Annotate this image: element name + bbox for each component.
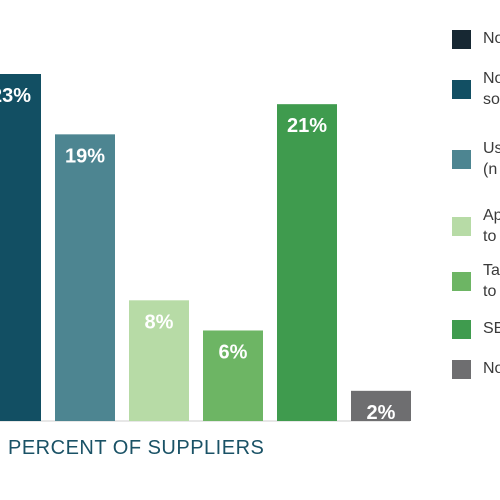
legend-swatch-7 (452, 360, 471, 379)
legend-label-line: (n (483, 161, 498, 178)
legend-label-line: to (483, 283, 497, 300)
legend-label-line: so (483, 91, 500, 108)
legend-label-1: No (483, 28, 500, 49)
bar-chart: 23% 19% 8% 6% 21% 2% (0, 74, 411, 424)
legend-label-4: Ap to (483, 205, 500, 247)
bar-1 (0, 74, 41, 421)
legend-label-line: No (483, 360, 500, 377)
legend-label-3: Us (n (483, 138, 500, 180)
bar-value-label-2: 19% (65, 145, 105, 167)
bar-5 (277, 104, 337, 421)
bar-value-label-3: 8% (145, 311, 174, 333)
legend-swatch-3 (452, 150, 471, 169)
bar-2 (55, 134, 115, 421)
bar-6 (351, 390, 411, 421)
bar-value-label-4: 6% (219, 341, 248, 363)
bar-value-label-6: 2% (367, 402, 396, 424)
x-axis-label: PERCENT OF SUPPLIERS (8, 437, 265, 459)
bar-3 (129, 300, 189, 421)
legend-swatch-5 (452, 272, 471, 291)
legend-label-2: No so (483, 68, 500, 110)
legend-label-6: SE (483, 318, 500, 339)
legend-label-line: No (483, 70, 500, 87)
legend-swatch-4 (452, 217, 471, 236)
legend-label-line: Us (483, 140, 500, 157)
legend-label-line: SE (483, 320, 500, 337)
legend-label-5: Ta to (483, 260, 500, 302)
bar-value-label-5: 21% (287, 115, 327, 137)
legend-label-7: No (483, 358, 500, 379)
bar-4 (203, 330, 263, 421)
legend-label-line: No (483, 30, 500, 47)
bar-value-label-1: 23% (0, 85, 31, 107)
legend-swatch-2 (452, 80, 471, 99)
legend-swatch-6 (452, 320, 471, 339)
legend-swatch-1 (452, 30, 471, 49)
legend-label-line: Ap (483, 207, 500, 224)
legend-label-line: Ta (483, 262, 500, 279)
legend-label-line: to (483, 228, 497, 245)
